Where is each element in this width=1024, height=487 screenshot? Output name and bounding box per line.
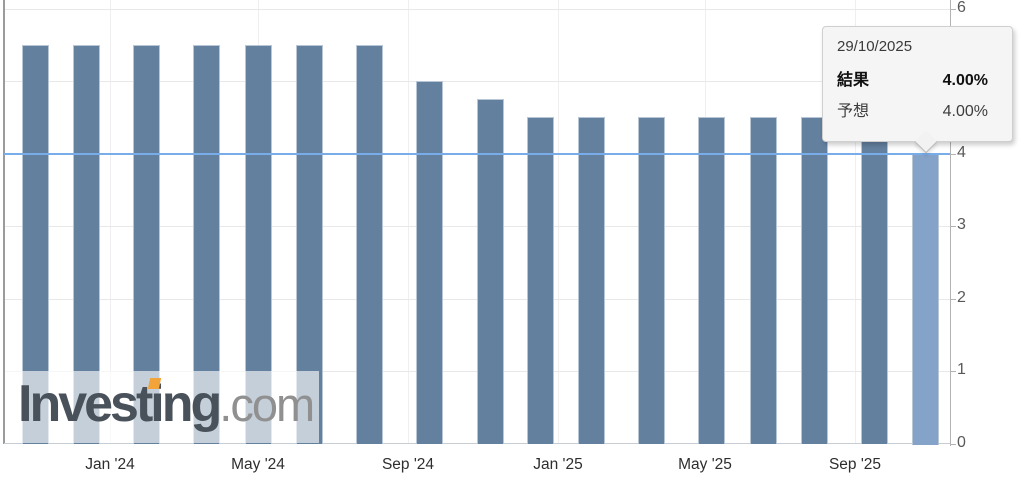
y-axis-label: 3 [957, 216, 966, 233]
axis-left [3, 0, 5, 444]
axis-right [950, 0, 951, 446]
y-axis-label: 1 [957, 361, 966, 378]
tooltip: 29/10/2025 結果 4.00% 予想 4.00% [822, 26, 1013, 142]
y-axis-label: 4 [957, 144, 966, 161]
gridline-horizontal [4, 81, 950, 82]
tooltip-label-forecast: 予想 [837, 103, 870, 120]
tooltip-row-actual: 結果 4.00% [837, 65, 988, 96]
y-axis-label: 0 [957, 434, 966, 451]
x-axis-label: Jan '25 [533, 456, 583, 473]
bar[interactable] [416, 81, 443, 444]
y-axis-label: 2 [957, 289, 966, 306]
bar[interactable] [861, 135, 888, 444]
y-axis-tick [950, 371, 956, 372]
tooltip-date: 29/10/2025 [837, 38, 913, 55]
bar[interactable] [750, 117, 777, 444]
bar[interactable] [356, 45, 383, 444]
gridline-horizontal [4, 9, 950, 10]
x-axis-label: Sep '25 [828, 456, 882, 473]
bar-selected[interactable] [912, 154, 939, 445]
tooltip-row-forecast: 予想 4.00% [837, 96, 988, 127]
gridline-vertical [110, 0, 111, 443]
gridline-vertical [855, 0, 856, 443]
logo-invest: Invest [18, 375, 153, 433]
x-axis-label: May '25 [678, 456, 732, 473]
y-axis-tick [950, 444, 956, 445]
logo-ng: ng [161, 375, 223, 433]
y-axis-tick [950, 299, 956, 300]
x-axis-label: May '24 [231, 456, 285, 473]
tooltip-value-forecast: 4.00% [942, 103, 988, 120]
logo-i: i [150, 375, 165, 433]
x-axis-label: Sep '24 [381, 456, 435, 473]
y-axis-label: 6 [957, 0, 966, 16]
bar[interactable] [801, 117, 828, 444]
investing-watermark: Investi ng.com [5, 371, 319, 443]
logo-i-wrap: i [148, 371, 165, 437]
gridline-vertical [558, 0, 559, 443]
bar[interactable] [698, 117, 725, 444]
logo-text: Investi ng [18, 375, 223, 433]
y-axis-tick [950, 154, 956, 155]
reference-line [4, 153, 950, 155]
tooltip-label-actual: 結果 [837, 72, 870, 89]
logo-tld: .com [219, 378, 315, 431]
bar[interactable] [638, 117, 665, 444]
gridline-vertical [408, 0, 409, 443]
bar[interactable] [527, 117, 554, 444]
y-axis-tick [950, 226, 956, 227]
tooltip-value-actual: 4.00% [942, 72, 988, 89]
bar[interactable] [578, 117, 605, 444]
bar[interactable] [477, 99, 504, 444]
y-axis-tick [950, 9, 956, 10]
x-axis-label: Jan '24 [85, 456, 135, 473]
